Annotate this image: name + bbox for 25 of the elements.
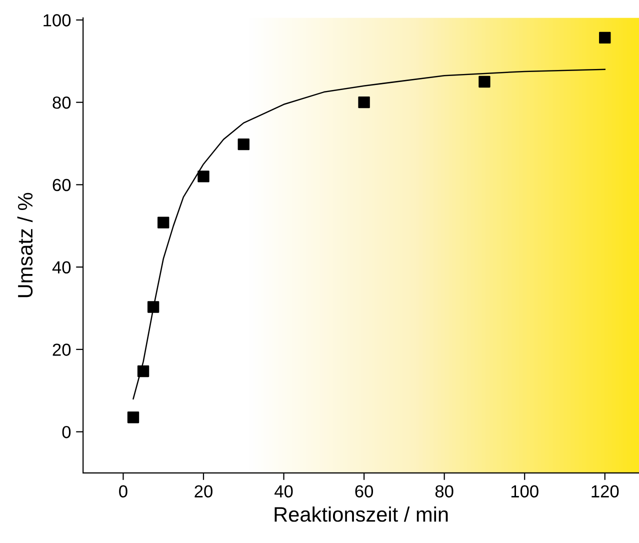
point xyxy=(158,216,170,228)
point xyxy=(137,365,150,378)
x-tick-label: 80 xyxy=(435,485,454,498)
y-tick-label: 40 xyxy=(52,261,71,274)
point xyxy=(478,76,490,88)
x-axis-title: Reaktionszeit / min xyxy=(274,506,448,522)
x-tick-label: 120 xyxy=(592,485,619,498)
x-tick-label: 100 xyxy=(511,485,538,498)
point xyxy=(358,96,370,108)
x-tick-label: 60 xyxy=(355,485,374,498)
y-tick-label: 20 xyxy=(52,344,71,356)
point xyxy=(238,138,250,150)
y-tick-label: 100 xyxy=(44,14,71,26)
point xyxy=(198,170,210,182)
point xyxy=(599,32,611,44)
y-tick-label: 60 xyxy=(52,178,71,192)
x-tick-label: 40 xyxy=(274,485,293,498)
line-series xyxy=(132,68,606,400)
x-tick-label: 20 xyxy=(194,485,212,498)
y-axis-title: Umsatz / % xyxy=(17,192,33,298)
x-tick-label: 0 xyxy=(119,485,128,498)
y-tick-label: 0 xyxy=(62,426,71,438)
point xyxy=(127,412,140,424)
y-tick-label: 80 xyxy=(52,96,71,109)
point xyxy=(147,301,160,313)
